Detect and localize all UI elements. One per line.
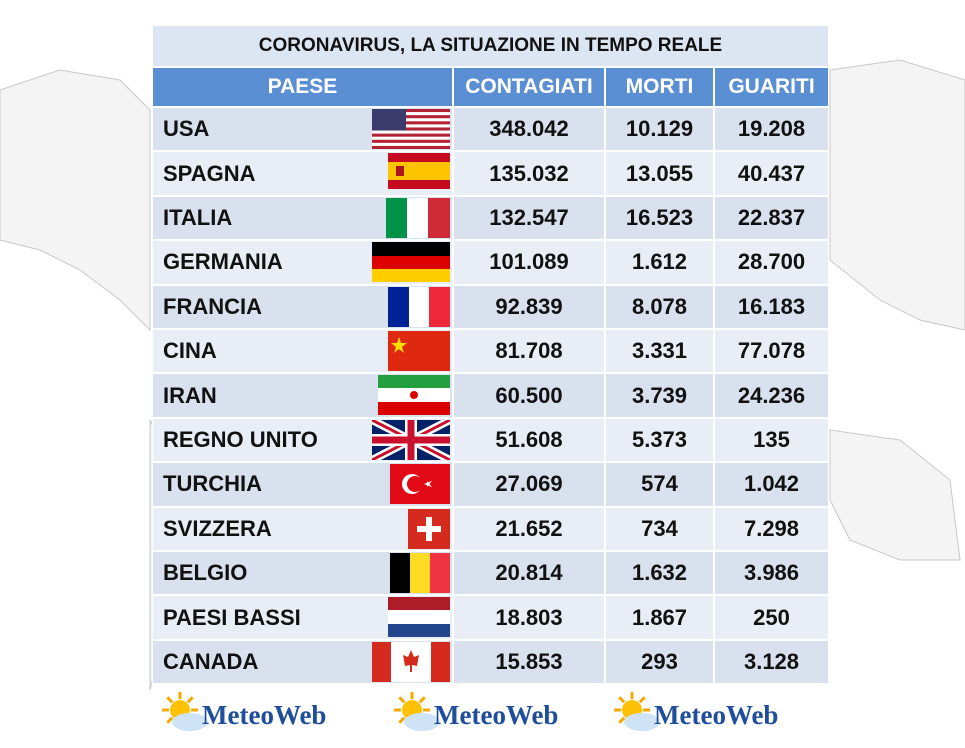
number-cell: 135.032 bbox=[453, 151, 605, 196]
number-cell: 81.708 bbox=[453, 329, 605, 374]
number-cell: 3.128 bbox=[714, 639, 829, 685]
number-cell: 3.986 bbox=[714, 551, 829, 596]
flag bbox=[390, 464, 450, 505]
country-cell: SVIZZERA bbox=[152, 506, 453, 551]
number-cell: 16.523 bbox=[605, 195, 714, 241]
number-cell: 22.837 bbox=[714, 195, 829, 241]
number-cell: 13.055 bbox=[605, 151, 714, 196]
number-cell: 60.500 bbox=[453, 373, 605, 418]
number-cell: 21.652 bbox=[453, 506, 605, 551]
number-cell: 1.632 bbox=[605, 551, 714, 596]
number-cell: 16.183 bbox=[714, 284, 829, 329]
flag bbox=[386, 197, 450, 238]
flag bbox=[408, 508, 450, 549]
header-cell: CONTAGIATI bbox=[453, 67, 605, 107]
flag bbox=[388, 153, 450, 190]
number-cell: 3.739 bbox=[605, 373, 714, 418]
number-cell: 101.089 bbox=[453, 240, 605, 285]
number-cell: 1.867 bbox=[605, 595, 714, 640]
number-cell: 92.839 bbox=[453, 284, 605, 329]
logo-text: MeteoWeb bbox=[654, 700, 779, 730]
header-cell: MORTI bbox=[605, 67, 714, 107]
flag bbox=[372, 109, 450, 149]
flag bbox=[372, 419, 450, 460]
flag bbox=[372, 242, 450, 283]
number-cell: 1.042 bbox=[714, 462, 829, 507]
table-title: CORONAVIRUS, LA SITUAZIONE IN TEMPO REAL… bbox=[152, 25, 829, 67]
number-cell: 734 bbox=[605, 506, 714, 551]
flag bbox=[388, 597, 450, 638]
number-cell: 250 bbox=[714, 595, 829, 640]
logo-icon bbox=[614, 692, 660, 731]
flag bbox=[372, 641, 450, 682]
number-cell: 18.803 bbox=[453, 595, 605, 640]
logo: MeteoWeb bbox=[160, 690, 360, 740]
number-cell: 15.853 bbox=[453, 639, 605, 685]
number-cell: 5.373 bbox=[605, 417, 714, 463]
number-cell: 40.437 bbox=[714, 151, 829, 196]
logo-text: MeteoWeb bbox=[434, 700, 559, 730]
number-cell: 28.700 bbox=[714, 240, 829, 285]
number-cell: 10.129 bbox=[605, 107, 714, 152]
number-cell: 7.298 bbox=[714, 506, 829, 551]
number-cell: 293 bbox=[605, 639, 714, 685]
header-cell: PAESE bbox=[152, 67, 453, 107]
number-cell: 135 bbox=[714, 417, 829, 463]
number-cell: 574 bbox=[605, 462, 714, 507]
number-cell: 1.612 bbox=[605, 240, 714, 285]
number-cell: 77.078 bbox=[714, 329, 829, 374]
number-cell: 20.814 bbox=[453, 551, 605, 596]
logo: MeteoWeb bbox=[392, 690, 592, 740]
number-cell: 19.208 bbox=[714, 107, 829, 152]
number-cell: 8.078 bbox=[605, 284, 714, 329]
number-cell: 3.331 bbox=[605, 329, 714, 374]
logo-icon bbox=[162, 692, 208, 731]
number-cell: 348.042 bbox=[453, 107, 605, 152]
logo-icon bbox=[394, 692, 440, 731]
flag bbox=[388, 286, 450, 327]
number-cell: 132.547 bbox=[453, 195, 605, 241]
logo: MeteoWeb bbox=[612, 690, 812, 740]
header-cell: GUARITI bbox=[714, 67, 829, 107]
number-cell: 27.069 bbox=[453, 462, 605, 507]
logo-text: MeteoWeb bbox=[202, 700, 327, 730]
flag bbox=[388, 331, 450, 371]
number-cell: 24.236 bbox=[714, 373, 829, 418]
number-cell: 51.608 bbox=[453, 417, 605, 463]
flag bbox=[378, 375, 450, 416]
flag bbox=[390, 553, 450, 593]
